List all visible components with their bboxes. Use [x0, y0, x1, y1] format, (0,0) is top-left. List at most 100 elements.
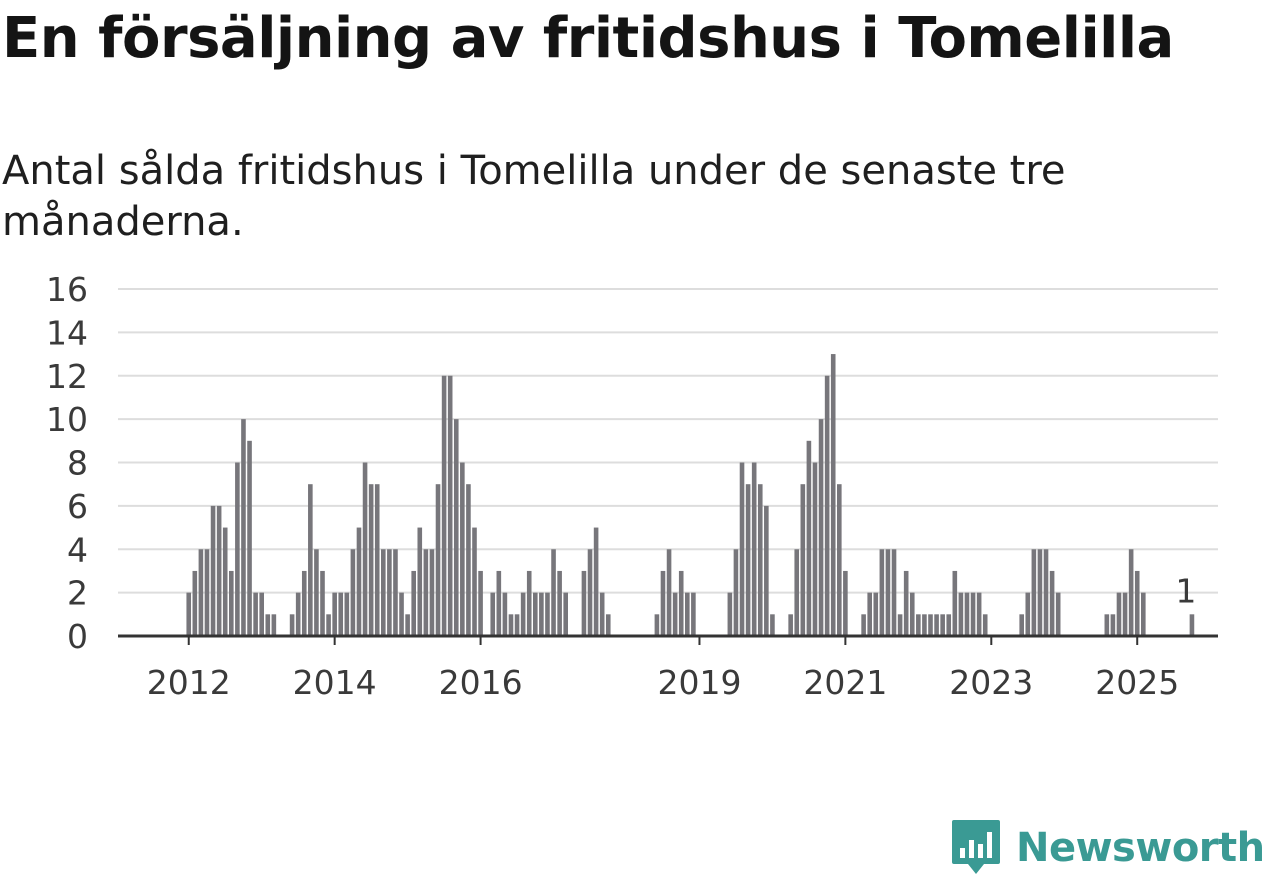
chart-title: En försäljning av fritidshus i Tomelilla: [2, 6, 1174, 71]
bar: [1141, 592, 1146, 637]
bar: [356, 527, 362, 636]
bar: [1104, 614, 1110, 636]
bar: [247, 440, 252, 636]
bar: [800, 484, 806, 636]
y-tick-label: 12: [46, 357, 88, 396]
bar: [770, 614, 775, 636]
bar: [1134, 570, 1140, 636]
bar: [733, 549, 739, 636]
brand-name: Newsworthy: [1016, 825, 1262, 871]
bar: [599, 592, 605, 637]
bar: [739, 462, 745, 636]
bar: [198, 549, 204, 636]
bar: [545, 592, 550, 637]
bar: [332, 592, 337, 637]
bar: [909, 592, 915, 637]
bar: [229, 570, 234, 636]
newsworthy-logo[interactable]: Newsworthy: [950, 818, 1262, 878]
bar: [496, 570, 502, 636]
bar: [204, 549, 210, 636]
bar: [1189, 614, 1195, 636]
x-tick-label: 2014: [293, 663, 377, 702]
bar: [1025, 592, 1031, 637]
bars: [186, 354, 1195, 637]
bar: [818, 419, 824, 637]
bar: [897, 614, 903, 636]
bar: [922, 614, 927, 636]
bar: [788, 614, 793, 636]
bar: [691, 592, 696, 637]
bar: [393, 549, 398, 636]
bar: [417, 527, 423, 636]
bar: [873, 592, 879, 637]
y-tick-label: 0: [67, 617, 88, 656]
bar: [502, 592, 508, 637]
bar: [879, 549, 885, 636]
bar: [940, 614, 945, 636]
bar: [587, 549, 593, 636]
bar: [1037, 549, 1043, 636]
bar: [551, 549, 556, 636]
bar: [253, 592, 258, 637]
bar: [533, 592, 538, 637]
bar: [1031, 549, 1037, 636]
bar: [812, 462, 818, 636]
bar: [806, 440, 812, 636]
bar: [678, 570, 684, 636]
bar: [867, 592, 872, 637]
bar: [1110, 614, 1116, 636]
y-axis-ticks: 0 2 4 6 8 10 12 14 16: [46, 270, 88, 656]
bar: [265, 614, 271, 636]
bar: [241, 419, 246, 637]
bar: [1116, 592, 1122, 637]
bar: [593, 527, 599, 636]
bar: [259, 592, 264, 637]
bar: [387, 549, 392, 636]
x-tick-label: 2012: [147, 663, 231, 702]
x-axis-ticks: 2012 2014 2016 2019 2021 2023 2025: [147, 636, 1179, 702]
y-tick-label: 8: [67, 444, 88, 483]
x-tick-label: 2023: [949, 663, 1033, 702]
bar: [210, 505, 216, 637]
bar: [1128, 549, 1134, 636]
bar: [1122, 592, 1128, 637]
bar: [435, 484, 441, 636]
bar: [514, 614, 520, 636]
bar: [368, 484, 374, 636]
bar: [520, 592, 526, 637]
bar: [308, 484, 313, 636]
data-labels: 1: [1175, 571, 1196, 610]
bar: [928, 614, 933, 636]
bar: [685, 592, 690, 637]
bar: [295, 592, 301, 637]
bar: [976, 592, 982, 637]
bar: [508, 614, 514, 636]
x-tick-label: 2025: [1095, 663, 1179, 702]
bar: [830, 354, 836, 636]
newsworthy-logo-icon: [952, 820, 1000, 874]
bar: [490, 592, 496, 637]
bar: [338, 592, 344, 637]
bar: [320, 570, 325, 636]
bar: [557, 570, 562, 636]
data-label: 1: [1175, 571, 1196, 610]
bar: [381, 549, 386, 636]
bar: [235, 462, 240, 636]
bar: [423, 549, 429, 636]
bar: [478, 570, 483, 636]
bar: [271, 614, 277, 636]
chart-subtitle: Antal sålda fritidshus i Tomelilla under…: [2, 148, 1066, 245]
bar: [654, 614, 660, 636]
bar: [301, 570, 307, 636]
bar: [539, 592, 544, 637]
bar: [903, 570, 909, 636]
bar: [192, 570, 198, 636]
bar: [764, 505, 769, 637]
bar: [460, 462, 465, 636]
bar: [1049, 570, 1055, 636]
bar: [344, 592, 350, 637]
bar: [374, 484, 380, 636]
bar: [952, 570, 958, 636]
bar: [526, 570, 532, 636]
